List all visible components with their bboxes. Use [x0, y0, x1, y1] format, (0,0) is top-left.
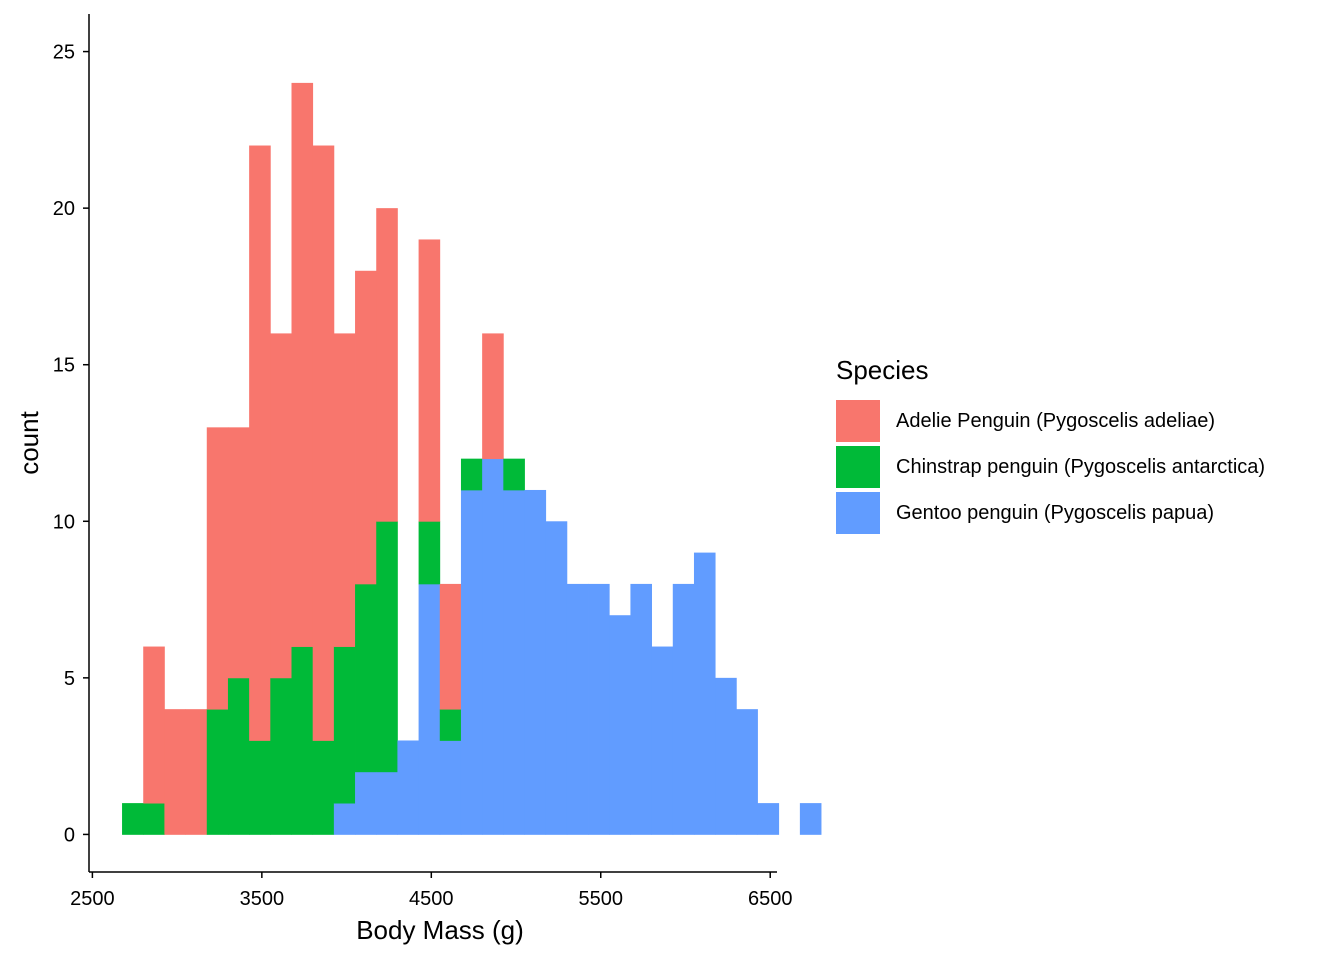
y-tick-label-5: 5: [64, 668, 75, 690]
bar-series2-bin11: [355, 270, 377, 585]
y-axis-ticks: 0 5 10 15 20 25: [53, 42, 89, 846]
bar-series1-bin15: [439, 709, 462, 741]
legend-label-chinstrap: Chinstrap penguin (Pygoscelis antarctica…: [896, 455, 1266, 478]
bar-series1-bin11: [355, 583, 377, 773]
bar-series1-bin10: [333, 646, 356, 804]
bar-series0-bin22: [588, 583, 610, 835]
bar-series1-bin6: [249, 740, 271, 835]
bar-series0-bin28: [715, 677, 737, 835]
bar-series2-bin9: [312, 145, 335, 741]
bar-series1-bin12: [376, 521, 398, 773]
bar-series1-bin5: [227, 677, 250, 835]
legend-item-chinstrap: Chinstrap penguin (Pygoscelis antarctica…: [836, 444, 1265, 490]
bar-series2-bin10: [333, 333, 356, 647]
legend-label-gentoo: Gentoo penguin (Pygoscelis papua): [896, 501, 1214, 524]
legend-key-gentoo: [836, 492, 880, 534]
bar-series0-bin20: [545, 521, 568, 835]
bar-series2-bin15: [439, 583, 462, 710]
bar-series2-bin14: [418, 239, 441, 522]
bar-series1-bin7: [270, 677, 292, 835]
bar-series0-bin26: [672, 583, 695, 835]
bar-series0-bin15: [439, 740, 462, 835]
bar-series1-bin8: [291, 646, 314, 835]
bar-series2-bin1: [143, 646, 165, 804]
bar-series0-bin18: [503, 489, 525, 835]
bar-series0-bin12: [376, 771, 398, 835]
bar-series0-bin16: [460, 489, 483, 835]
legend-key-chinstrap: [836, 446, 880, 488]
bar-series0-bin24: [630, 583, 653, 835]
bar-series2-bin3: [185, 709, 208, 835]
bar-series2-bin5: [227, 427, 250, 679]
bar-series0-bin17: [482, 458, 504, 835]
x-axis-ticks: 2500 3500 4500 5500 6500: [70, 872, 792, 910]
bar-series1-bin1: [143, 803, 165, 835]
bar-series2-bin6: [249, 145, 271, 741]
bar-series2-bin12: [376, 208, 398, 522]
bars-layer: [122, 82, 822, 835]
bar-series0-bin30: [757, 803, 780, 835]
bar-series2-bin8: [291, 82, 314, 647]
x-tick-label-3500: 3500: [240, 888, 285, 910]
bar-series1-bin9: [312, 740, 335, 835]
bar-series2-bin7: [270, 333, 292, 679]
y-tick-label-15: 15: [53, 355, 75, 377]
bar-series0-bin21: [566, 583, 589, 835]
bar-series2-bin2: [164, 709, 186, 835]
bar-series0-bin13: [397, 740, 419, 835]
x-axis-title: Body Mass (g): [356, 915, 524, 945]
legend: Species Adelie Penguin (Pygoscelis adeli…: [836, 352, 1265, 536]
bar-series2-bin17: [482, 333, 504, 460]
legend-title: Species: [836, 355, 929, 385]
x-tick-label-5500: 5500: [579, 888, 624, 910]
bar-series0-bin19: [524, 489, 547, 835]
bar-series0-bin23: [609, 615, 631, 835]
legend-label-adelie: Adelie Penguin (Pygoscelis adeliae): [896, 409, 1216, 432]
y-tick-label-10: 10: [53, 511, 75, 533]
bar-series0-bin10: [333, 803, 356, 835]
x-tick-label-2500: 2500: [70, 888, 115, 910]
y-tick-label-25: 25: [53, 42, 75, 64]
bar-series0-bin27: [693, 552, 716, 835]
x-tick-label-6500: 6500: [748, 888, 793, 910]
y-tick-label-0: 0: [64, 824, 75, 846]
x-tick-label-4500: 4500: [409, 888, 454, 910]
legend-item-adelie: Adelie Penguin (Pygoscelis adeliae): [836, 398, 1265, 444]
bar-series1-bin16: [460, 458, 483, 491]
bar-series1-bin18: [503, 458, 525, 491]
bar-series0-bin32: [799, 803, 822, 835]
bar-series0-bin25: [651, 646, 674, 835]
y-tick-label-20: 20: [53, 198, 75, 220]
bar-series1-bin4: [206, 709, 229, 835]
bar-series0-bin14: [418, 583, 441, 835]
bar-series1-bin14: [418, 521, 441, 585]
bar-series2-bin4: [206, 427, 229, 710]
y-axis-title: count: [14, 410, 44, 474]
bar-series1-bin0: [122, 803, 144, 835]
bar-series0-bin11: [355, 771, 377, 835]
bar-series0-bin29: [736, 709, 758, 835]
legend-key-adelie: [836, 400, 880, 442]
legend-item-gentoo: Gentoo penguin (Pygoscelis papua): [836, 490, 1265, 536]
